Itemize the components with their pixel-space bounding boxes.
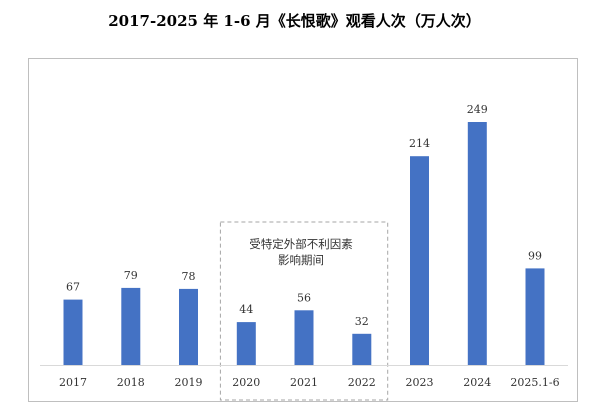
- bar-2023: [410, 156, 429, 365]
- x-tick-label-2021: 2021: [290, 376, 318, 389]
- x-tick-label-2023: 2023: [406, 376, 434, 389]
- bar-2017: [63, 299, 83, 365]
- data-label-2023: 214: [409, 137, 430, 150]
- data-label-2025.1-6: 99: [528, 249, 542, 262]
- x-tick-label-2017: 2017: [59, 376, 87, 389]
- x-tick-label-2020: 2020: [232, 376, 260, 389]
- data-label-2022: 32: [355, 315, 369, 328]
- bar-2021: [294, 310, 314, 365]
- bar-2018: [121, 287, 141, 365]
- data-label-2021: 56: [297, 291, 311, 304]
- bar-2025.1-6: [525, 268, 545, 365]
- bar-2020: [236, 322, 256, 365]
- x-tick-label-2025.1-6: 2025.1-6: [510, 376, 559, 389]
- annotation-box: [219, 221, 389, 401]
- bar-2024: [467, 122, 487, 365]
- data-label-2017: 67: [66, 281, 80, 294]
- bar-2022: [352, 333, 372, 365]
- annotation-line-1: 受特定外部不利因素: [249, 237, 353, 251]
- data-label-2020: 44: [239, 303, 253, 316]
- x-tick-label-2018: 2018: [117, 376, 145, 389]
- x-tick-label-2019: 2019: [175, 376, 203, 389]
- annotation-text: 受特定外部不利因素 影响期间: [212, 236, 390, 268]
- chart-title: 2017-2025 年 1-6 月《长恨歌》观看人次（万人次）: [108, 12, 481, 30]
- data-label-2019: 78: [182, 270, 196, 283]
- data-label-2024: 249: [467, 103, 488, 116]
- x-tick-label-2024: 2024: [463, 376, 491, 389]
- x-tick-label-2022: 2022: [348, 376, 376, 389]
- annotation-line-2: 影响期间: [278, 253, 324, 267]
- data-label-2018: 79: [124, 269, 138, 282]
- bar-2019: [179, 288, 198, 365]
